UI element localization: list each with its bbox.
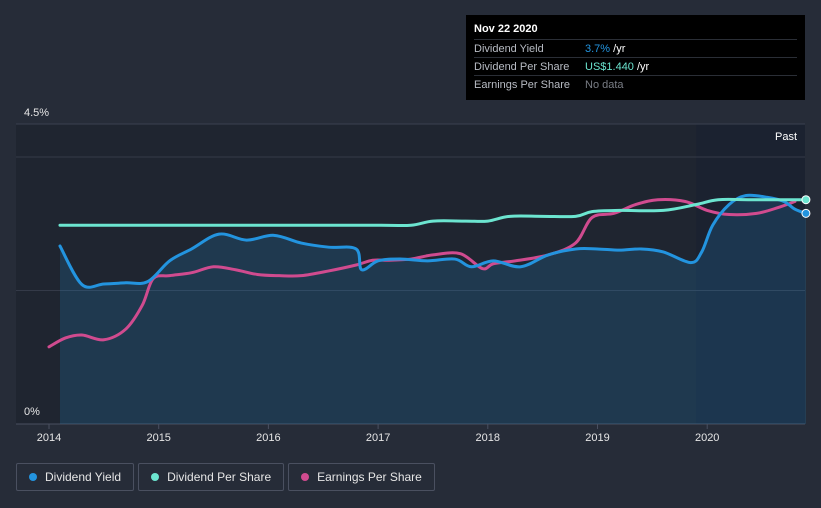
x-tick-label: 2016	[256, 432, 280, 444]
legend-item-dividend-yield[interactable]: Dividend Yield	[16, 463, 135, 491]
chart-legend: Dividend Yield Dividend Per Share Earnin…	[16, 463, 435, 491]
tooltip-row-dividend-yield: Dividend Yield 3.7% /yr	[474, 39, 797, 57]
legend-item-dividend-per-share[interactable]: Dividend Per Share	[138, 463, 285, 491]
tooltip-unit: /yr	[610, 42, 626, 55]
tooltip-row-earnings-per-share: Earnings Per Share No data	[474, 75, 797, 93]
tooltip-date: Nov 22 2020	[474, 23, 538, 35]
earnings-per-share-dot-icon	[301, 473, 310, 481]
x-tick-label: 2014	[37, 432, 61, 444]
dividend-per-share-end-point	[801, 195, 811, 205]
plot-area	[16, 124, 805, 424]
dividend-yield-line	[58, 193, 808, 289]
dividend-per-share-dot-icon	[151, 473, 160, 481]
x-tick-label: 2017	[366, 432, 390, 444]
dividend-yield-area	[59, 195, 806, 424]
tooltip-row-label: Dividend Yield	[474, 42, 544, 55]
legend-label: Dividend Yield	[45, 470, 122, 484]
tooltip-row-label: Dividend Per Share	[474, 60, 570, 73]
x-tick-label: 2018	[476, 432, 500, 444]
legend-label: Earnings Per Share	[317, 470, 422, 484]
x-tick-label: 2019	[585, 432, 609, 444]
dividend-yield-dot-icon	[29, 473, 37, 481]
tooltip-row-dividend-per-share: Dividend Per Share US$1.440 /yr	[474, 57, 797, 75]
y-tick-label: 0%	[24, 406, 40, 418]
past-region	[696, 124, 805, 424]
chart-tooltip: Nov 22 2020 Dividend Yield 3.7% /yr Divi…	[466, 15, 805, 100]
legend-item-earnings-per-share[interactable]: Earnings Per Share	[288, 463, 435, 491]
dividend-yield-end-point	[801, 208, 811, 218]
tooltip-dividend-per-share-value: US$1.440	[585, 60, 634, 73]
tooltip-row-label: Earnings Per Share	[474, 78, 570, 91]
tooltip-unit: /yr	[633, 60, 650, 73]
past-label: Past	[775, 131, 797, 143]
tooltip-dividend-yield-value: 3.7%	[585, 42, 611, 55]
dividend-per-share-line	[58, 197, 808, 228]
tooltip-earnings-per-share-value: No data	[585, 78, 624, 91]
y-tick-label: 4.5%	[24, 107, 49, 119]
x-tick-label: 2020	[695, 432, 719, 444]
legend-label: Dividend Per Share	[167, 470, 272, 484]
x-tick-label: 2015	[146, 432, 170, 444]
